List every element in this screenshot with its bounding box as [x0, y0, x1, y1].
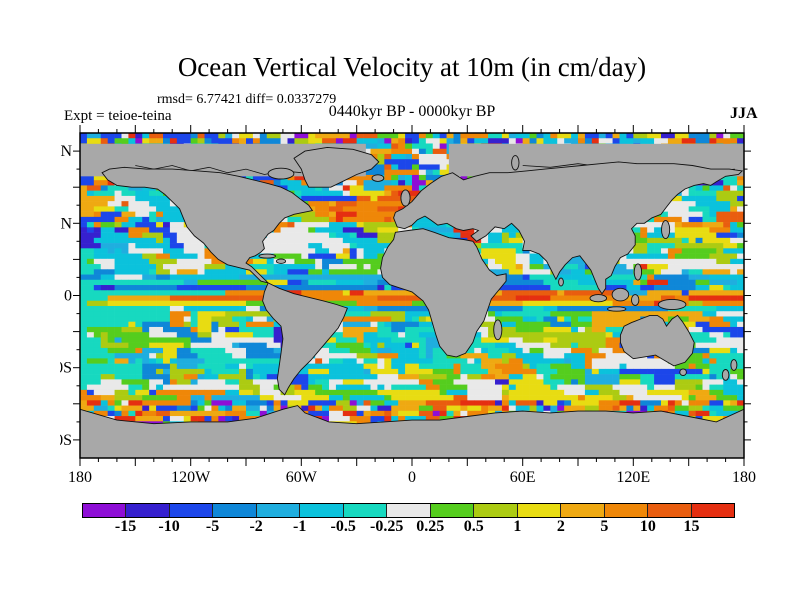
x-axis-label: 180: [732, 469, 756, 485]
colorbar-label: -15: [114, 518, 137, 535]
landmass-antarctica: [80, 405, 744, 458]
colorbar-segment: [430, 504, 475, 517]
colorbar-segment: [648, 504, 692, 517]
island: [721, 369, 730, 381]
colorbar: [82, 503, 735, 518]
x-axis-label: 120E: [616, 469, 650, 485]
y-axis-label: 40N: [60, 215, 72, 232]
landmass-northamerica: [101, 166, 314, 284]
season-label: JJA: [730, 105, 758, 122]
island: [730, 359, 738, 371]
y-axis-label: 80N: [60, 143, 72, 160]
colorbar-segment: [300, 504, 344, 517]
colorbar-segment: [126, 504, 170, 517]
x-axis-label: 120W: [171, 469, 211, 485]
colorbar-segment: [691, 504, 735, 517]
island: [493, 319, 503, 341]
colorbar-segment: [517, 504, 562, 517]
island: [275, 258, 287, 264]
colorbar-label: 10: [639, 518, 656, 535]
y-axis-label: 80S: [60, 432, 72, 449]
island: [400, 189, 411, 207]
island: [558, 277, 564, 287]
colorbar-label: -2: [249, 518, 263, 535]
colorbar-label: -0.25: [370, 518, 404, 535]
colorbar-label: -5: [205, 518, 220, 535]
island: [607, 306, 627, 312]
island: [633, 263, 643, 281]
colorbar-segment: [387, 504, 431, 517]
colorbar-segment: [343, 504, 388, 517]
island: [631, 294, 640, 306]
x-axis-label: 0: [408, 469, 416, 485]
colorbar-label: 0.5: [463, 518, 484, 535]
landmass-greenland: [293, 146, 380, 188]
colorbar-segment: [169, 504, 214, 517]
island: [371, 174, 385, 182]
island: [679, 368, 687, 376]
colorbar-label: -1: [292, 518, 307, 535]
colorbar-label: 0.25: [416, 518, 445, 535]
experiment-label: Expt = teioe-teina: [64, 108, 172, 124]
colorbar-segment: [256, 504, 301, 517]
island: [657, 298, 687, 311]
island: [589, 294, 608, 303]
landmass-africa: [380, 228, 507, 358]
x-axis-label: 60W: [286, 469, 318, 485]
colorbar-segment: [604, 504, 649, 517]
landmass-southamerica: [262, 282, 348, 396]
x-axis-label: 60E: [510, 469, 536, 485]
colorbar-label: 15: [683, 518, 700, 535]
y-axis-label: 40S: [60, 360, 72, 377]
land-masses: [80, 146, 744, 458]
colorbar-segment: [561, 504, 605, 517]
landmass-australia: [619, 314, 695, 367]
colorbar-label: -10: [158, 518, 180, 535]
colorbar-labels: -15 -10 -5 -2 -1 -0.5 -0.25 0.25 0.5 1 2 5 10 15: [82, 518, 735, 540]
colorbar-segment: [474, 504, 518, 517]
island: [611, 287, 630, 302]
colorbar-segment: [213, 504, 257, 517]
axis-ticks: [73, 125, 751, 466]
colorbar-label: 2: [556, 518, 565, 535]
period-annotation: 0440kyr BP - 0000kyr BP: [328, 103, 496, 120]
island: [267, 167, 295, 180]
colorbar-label: 5: [600, 518, 609, 535]
chart-title: Ocean Vertical Velocity at 10m (in cm/da…: [177, 52, 647, 82]
map-area: 180 120W 60W 0 60E 120E 180 80N 40N 0 40S 80S: [44, 125, 760, 486]
landmass-eurasia: [393, 161, 744, 295]
island: [661, 220, 671, 240]
colorbar-segment: [83, 504, 127, 517]
y-axis-label: 0: [64, 288, 72, 305]
island: [511, 155, 520, 171]
world-map: 180 120W 60W 0 60E 120E 180 80N 40N 0 40S 80S: [44, 125, 756, 486]
x-axis-label: 180: [68, 469, 92, 485]
island: [258, 253, 276, 259]
colorbar-label: -0.5: [330, 518, 356, 535]
colorbar-label: 1: [513, 518, 522, 535]
stats-annotation: rmsd= 6.77421 diff= 0.0337279: [157, 92, 337, 107]
